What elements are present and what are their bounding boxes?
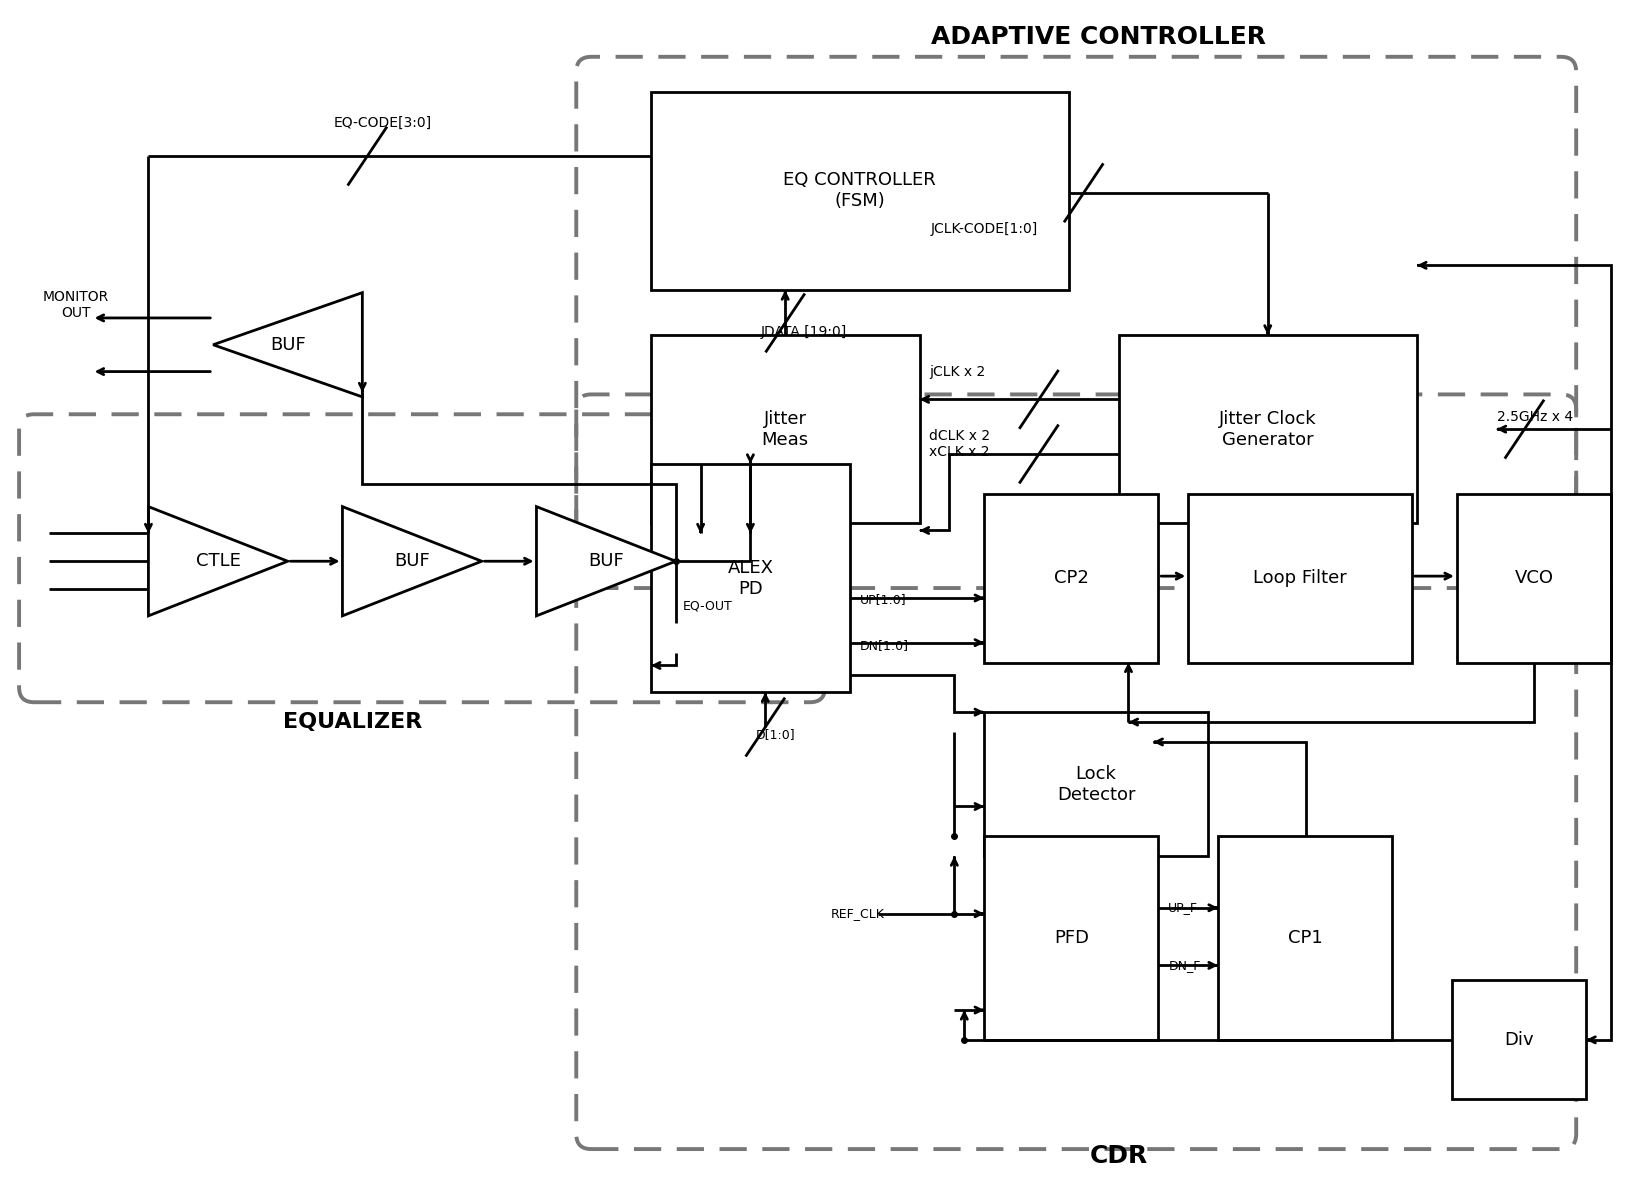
Text: Jitter Clock
Generator: Jitter Clock Generator — [1219, 410, 1317, 449]
Polygon shape — [983, 494, 1158, 663]
Text: UP[1:0]: UP[1:0] — [860, 594, 906, 606]
Text: CP1: CP1 — [1287, 929, 1322, 947]
Text: BUF: BUF — [589, 552, 624, 570]
Text: Loop Filter: Loop Filter — [1254, 569, 1346, 587]
Text: EQ-CODE[3:0]: EQ-CODE[3:0] — [333, 116, 431, 131]
Text: VCO: VCO — [1515, 569, 1553, 587]
Text: MONITOR
OUT: MONITOR OUT — [43, 290, 109, 320]
Polygon shape — [1119, 335, 1417, 524]
Text: UP_F: UP_F — [1168, 902, 1198, 915]
Polygon shape — [536, 506, 676, 615]
Polygon shape — [650, 91, 1069, 290]
Text: CTLE: CTLE — [196, 552, 241, 570]
Text: PFD: PFD — [1054, 929, 1089, 947]
Text: REF_CLK: REF_CLK — [832, 908, 884, 921]
Polygon shape — [1452, 980, 1586, 1099]
Text: D[1:0]: D[1:0] — [756, 728, 795, 741]
Text: Lock
Detector: Lock Detector — [1058, 765, 1135, 803]
Polygon shape — [983, 836, 1158, 1040]
Text: Div: Div — [1505, 1031, 1534, 1049]
Polygon shape — [1457, 494, 1610, 663]
Polygon shape — [213, 292, 363, 397]
Text: CDR: CDR — [1089, 1144, 1148, 1168]
Text: ADAPTIVE CONTROLLER: ADAPTIVE CONTROLLER — [931, 25, 1266, 49]
Text: jCLK x 2: jCLK x 2 — [929, 365, 985, 379]
Polygon shape — [148, 506, 287, 615]
Text: BUF: BUF — [394, 552, 431, 570]
Text: ALEX
PD: ALEX PD — [728, 558, 774, 598]
Polygon shape — [650, 465, 850, 693]
Polygon shape — [1188, 494, 1412, 663]
Polygon shape — [343, 506, 482, 615]
Text: JDATA [19:0]: JDATA [19:0] — [761, 324, 846, 339]
Text: Jitter
Meas: Jitter Meas — [762, 410, 808, 449]
Text: BUF: BUF — [271, 336, 305, 354]
Text: 2.5GHz x 4: 2.5GHz x 4 — [1497, 410, 1572, 424]
Polygon shape — [650, 335, 919, 524]
Text: dCLK x 2
xCLK x 2: dCLK x 2 xCLK x 2 — [929, 429, 990, 459]
Text: EQ-OUT: EQ-OUT — [683, 600, 733, 613]
Text: DN[1:0]: DN[1:0] — [860, 639, 909, 652]
Text: EQUALIZER: EQUALIZER — [282, 712, 422, 732]
Polygon shape — [983, 712, 1208, 857]
Text: EQ CONTROLLER
(FSM): EQ CONTROLLER (FSM) — [784, 171, 936, 210]
Text: JCLK-CODE[1:0]: JCLK-CODE[1:0] — [931, 222, 1038, 235]
Text: DN_F: DN_F — [1168, 959, 1201, 972]
Text: CP2: CP2 — [1054, 569, 1089, 587]
Polygon shape — [1218, 836, 1393, 1040]
